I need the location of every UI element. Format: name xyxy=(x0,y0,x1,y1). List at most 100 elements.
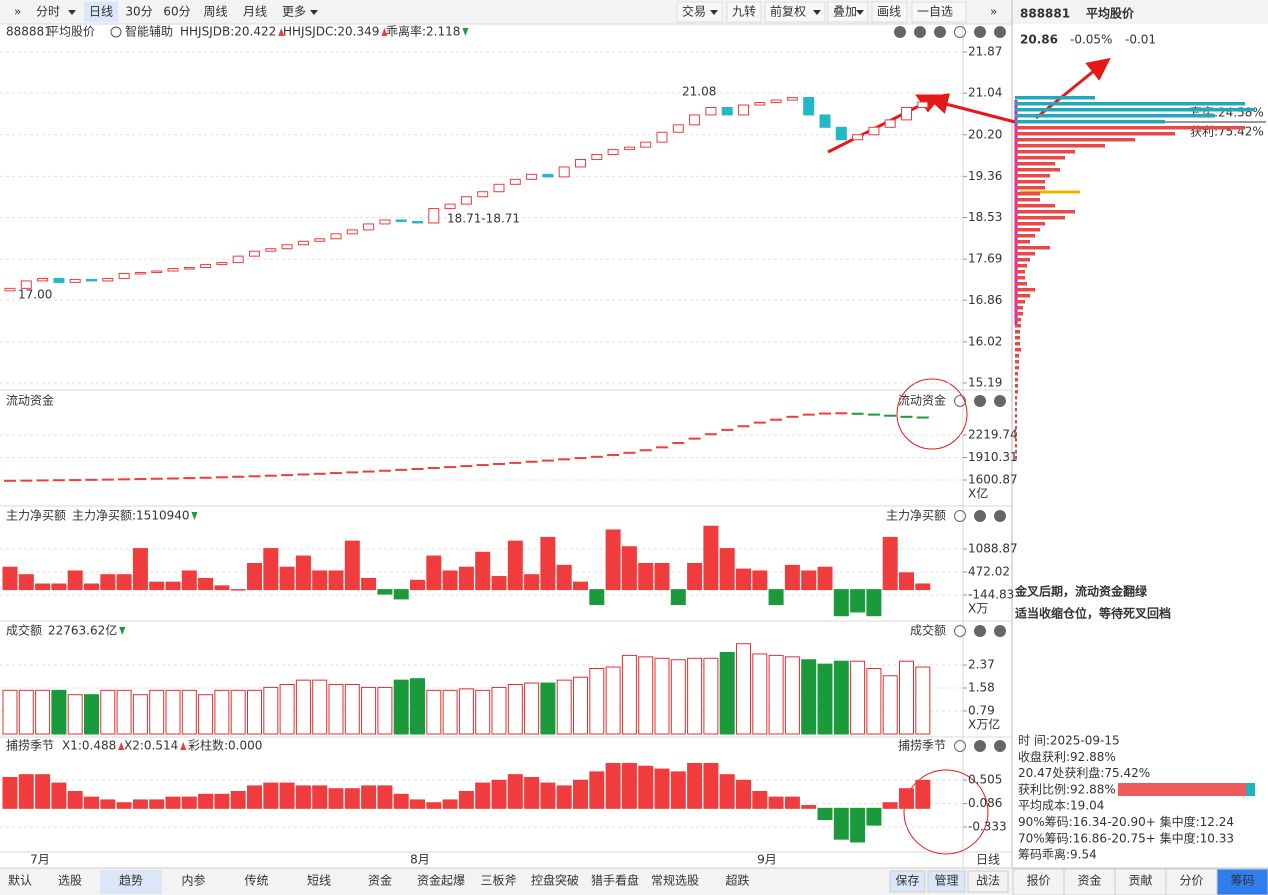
tab[interactable]: 常规选股 xyxy=(651,873,699,888)
panel-tool[interactable] xyxy=(994,625,1006,637)
assist-icon[interactable] xyxy=(110,26,122,38)
tab[interactable]: 默认 xyxy=(8,873,32,888)
toolbar-item[interactable]: 九转 xyxy=(732,4,756,19)
collapse-icon[interactable]: » xyxy=(14,5,21,19)
candle xyxy=(852,134,864,141)
candle xyxy=(379,219,391,225)
y-tick-label: 0.79 xyxy=(968,704,995,718)
panel-tool[interactable] xyxy=(914,26,926,38)
candle xyxy=(151,270,163,274)
candle xyxy=(607,149,619,156)
toolbar-item[interactable]: 周线 xyxy=(203,5,227,19)
tab-bg[interactable] xyxy=(1012,868,1065,895)
tab[interactable]: 选股 xyxy=(58,874,82,888)
net-bar xyxy=(801,570,817,591)
toolbar-item[interactable]: 60分 xyxy=(163,5,190,19)
candle xyxy=(53,277,65,283)
tab[interactable]: 内参 xyxy=(181,873,205,888)
chip-bar xyxy=(1015,150,1075,154)
tab[interactable]: 分价 xyxy=(1179,874,1203,888)
toolbar-item[interactable]: 交易 xyxy=(682,4,706,19)
chip-info: 90%筹码:16.34-20.90+ 集中度:12.24 xyxy=(1018,814,1234,829)
code: 888881 xyxy=(6,25,52,39)
catch-bar xyxy=(654,768,670,809)
net-bar xyxy=(882,536,898,591)
expand-icon[interactable]: » xyxy=(990,5,997,19)
toolbar-item[interactable]: 前复权 xyxy=(770,4,806,19)
panel-tool[interactable] xyxy=(994,510,1006,522)
volume-bar xyxy=(35,689,51,735)
panel-tool[interactable] xyxy=(994,395,1006,407)
net-bar xyxy=(475,551,491,591)
toolbar-item[interactable]: 一自选 xyxy=(917,5,953,19)
unit: X亿 xyxy=(968,486,988,501)
panel-tool[interactable] xyxy=(994,740,1006,752)
dropdown-icon xyxy=(813,10,821,15)
panel-tool[interactable] xyxy=(934,26,946,38)
tab-bg[interactable] xyxy=(1114,868,1167,895)
tab[interactable]: 猎手看盘 xyxy=(591,873,639,888)
panel-tool[interactable] xyxy=(954,395,966,407)
net-bar xyxy=(573,581,588,591)
price-annotation: 17.00 xyxy=(18,288,52,302)
panel-tool[interactable] xyxy=(954,26,966,38)
tab[interactable]: 资金起爆 xyxy=(417,873,465,888)
action-bg[interactable] xyxy=(967,870,1009,893)
panel-tool[interactable] xyxy=(974,510,986,522)
candle xyxy=(526,173,538,180)
catch-bar xyxy=(442,799,458,809)
tab[interactable]: 超跌 xyxy=(725,873,749,888)
tab-bg[interactable] xyxy=(100,870,162,894)
action[interactable]: 管理 xyxy=(934,873,958,888)
tab[interactable]: 短线 xyxy=(307,874,331,888)
catch-bar xyxy=(18,774,34,809)
tab[interactable]: 传统 xyxy=(244,873,268,888)
candle xyxy=(20,280,32,289)
panel-tool[interactable] xyxy=(994,26,1006,38)
net-bar xyxy=(458,566,474,591)
panel-tool[interactable] xyxy=(974,740,986,752)
toolbar-item[interactable]: 更多 xyxy=(282,5,306,19)
chip-bar xyxy=(1015,216,1065,220)
tab[interactable]: 控盘突破 xyxy=(531,873,579,888)
arrow-up xyxy=(180,742,187,750)
tab[interactable]: 资金 xyxy=(1077,873,1101,888)
indicator: HHJSJDB:20.422 xyxy=(180,25,276,39)
action-bg[interactable] xyxy=(927,870,966,893)
dropdown-icon xyxy=(310,10,318,15)
assist[interactable]: 智能辅助 xyxy=(125,24,173,39)
price-annotation: 18.71-18.71 xyxy=(447,212,520,226)
indicator: X1:0.488 xyxy=(62,739,116,753)
action[interactable]: 保存 xyxy=(895,874,919,888)
chip-info: 平均成本:19.04 xyxy=(1018,799,1104,813)
action-bg[interactable] xyxy=(889,870,926,893)
tab[interactable]: 筹码 xyxy=(1230,874,1254,888)
panel-tool[interactable] xyxy=(954,625,966,637)
tab[interactable]: 三板斧 xyxy=(480,874,516,888)
catch-bar xyxy=(540,782,556,809)
panel-tool[interactable] xyxy=(894,26,906,38)
chip-bar xyxy=(1015,300,1025,304)
tab[interactable]: 资金 xyxy=(368,873,392,888)
panel-tool[interactable] xyxy=(974,395,986,407)
tab[interactable]: 报价 xyxy=(1026,873,1050,888)
y-tick-label: 0.086 xyxy=(968,796,1002,810)
tab-bg[interactable] xyxy=(1063,868,1116,895)
toolbar-item[interactable]: 月线 xyxy=(243,5,267,19)
tab[interactable]: 贡献 xyxy=(1128,873,1152,888)
toolbar-item[interactable]: 日线 xyxy=(89,5,113,19)
catch-bar xyxy=(263,782,279,809)
tab[interactable]: 趋势 xyxy=(119,874,143,888)
toolbar-item[interactable]: 叠加 xyxy=(833,5,857,19)
volume-bar xyxy=(540,682,556,735)
chip-bar xyxy=(1015,222,1045,226)
tab-bg[interactable] xyxy=(1216,868,1268,895)
toolbar-item[interactable]: 画线 xyxy=(877,5,901,19)
panel-tool[interactable] xyxy=(954,740,966,752)
toolbar-item[interactable]: 30分 xyxy=(125,5,152,19)
action[interactable]: 战法 xyxy=(976,874,1000,888)
toolbar-item[interactable]: 分时 xyxy=(36,5,60,19)
panel-tool[interactable] xyxy=(954,510,966,522)
panel-tool[interactable] xyxy=(974,625,986,637)
panel-tool[interactable] xyxy=(974,26,986,38)
